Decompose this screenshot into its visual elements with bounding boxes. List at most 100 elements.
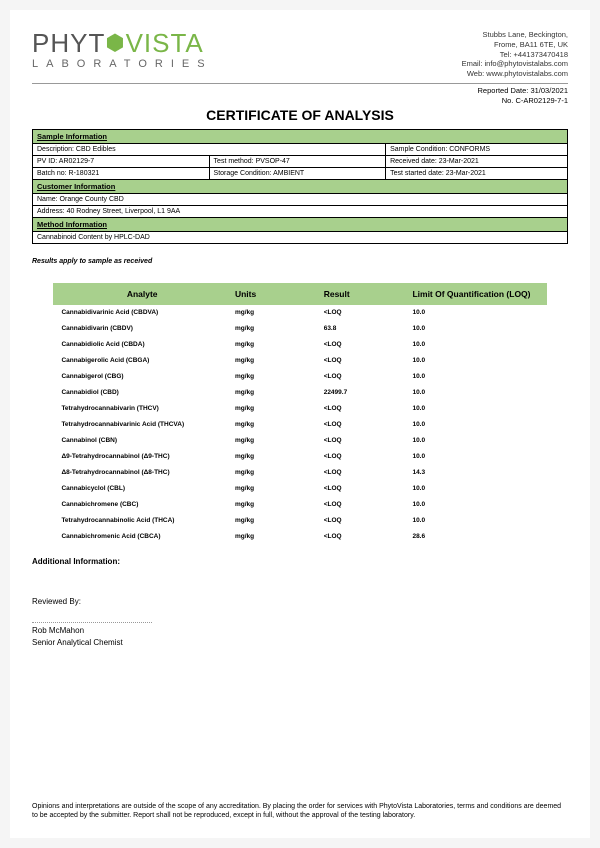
sample-condition: Sample Condition: CONFORMS xyxy=(386,144,568,156)
analyte-loq: 10.0 xyxy=(408,353,546,369)
reviewed-label: Reviewed By: xyxy=(32,596,568,607)
address-line-1: Stubbs Lane, Beckington, xyxy=(462,30,568,40)
leaf-icon: ⬢ xyxy=(105,32,125,54)
header-rule xyxy=(32,83,568,84)
analyte-result: <LOQ xyxy=(320,513,409,529)
section-sample: Sample Information xyxy=(33,130,568,144)
analyte-units: mg/kg xyxy=(231,513,320,529)
analyte-name: Cannabigerol (CBG) xyxy=(53,369,231,385)
reviewer-name: Rob McMahon xyxy=(32,625,568,636)
analyte-units: mg/kg xyxy=(231,353,320,369)
analyte-units: mg/kg xyxy=(231,417,320,433)
analyte-row: Cannabicyclol (CBL)mg/kg<LOQ10.0 xyxy=(53,481,546,497)
logo-suffix: VISTA xyxy=(126,28,204,58)
info-table: Sample Information Description: CBD Edib… xyxy=(32,129,568,244)
analyte-units: mg/kg xyxy=(231,369,320,385)
analyte-result: <LOQ xyxy=(320,337,409,353)
analyte-result: <LOQ xyxy=(320,401,409,417)
analyte-table: Analyte Units Result Limit Of Quantifica… xyxy=(53,283,546,545)
analyte-loq: 10.0 xyxy=(408,417,546,433)
analyte-loq: 14.3 xyxy=(408,465,546,481)
analyte-loq: 10.0 xyxy=(408,481,546,497)
analyte-name: Cannabidiol (CBD) xyxy=(53,385,231,401)
analyte-units: mg/kg xyxy=(231,337,320,353)
analyte-units: mg/kg xyxy=(231,529,320,545)
analyte-name: Δ8-Tetrahydrocannabinol (Δ8-THC) xyxy=(53,465,231,481)
address-line-2: Frome, BA11 6TE, UK xyxy=(462,40,568,50)
analyte-result: <LOQ xyxy=(320,417,409,433)
customer-address: Address: 40 Rodney Street, Liverpool, L1… xyxy=(33,206,568,218)
sample-description: Description: CBD Edibles xyxy=(33,144,386,156)
analyte-result: 63.8 xyxy=(320,321,409,337)
certificate-page: PHYT⬢VISTA LABORATORIES Stubbs Lane, Bec… xyxy=(10,10,590,838)
analyte-row: Tetrahydrocannabivarin (THCV)mg/kg<LOQ10… xyxy=(53,401,546,417)
section-customer: Customer Information xyxy=(33,180,568,194)
analyte-loq: 10.0 xyxy=(408,337,546,353)
analyte-loq: 10.0 xyxy=(408,497,546,513)
analyte-row: Cannabidiol (CBD)mg/kg22499.710.0 xyxy=(53,385,546,401)
page-header: PHYT⬢VISTA LABORATORIES Stubbs Lane, Bec… xyxy=(32,30,568,79)
analyte-units: mg/kg xyxy=(231,465,320,481)
reviewer-title: Senior Analytical Chemist xyxy=(32,637,568,648)
email: Email: info@phytovistalabs.com xyxy=(462,59,568,69)
storage-condition: Storage Condition: AMBIENT xyxy=(209,168,386,180)
analyte-row: Cannabidivarinic Acid (CBDVA)mg/kg<LOQ10… xyxy=(53,305,546,321)
logo-block: PHYT⬢VISTA LABORATORIES xyxy=(32,30,213,70)
analyte-name: Tetrahydrocannabinolic Acid (THCA) xyxy=(53,513,231,529)
analyte-row: Tetrahydrocannabinolic Acid (THCA)mg/kg<… xyxy=(53,513,546,529)
received-date: Received date: 23-Mar-2021 xyxy=(386,156,568,168)
analyte-name: Cannabichromenic Acid (CBCA) xyxy=(53,529,231,545)
analyte-name: Cannabichromene (CBC) xyxy=(53,497,231,513)
logo-subtitle: LABORATORIES xyxy=(32,58,213,70)
analyte-name: Δ9-Tetrahydrocannabinol (Δ9-THC) xyxy=(53,449,231,465)
batch-no: Batch no: R-180321 xyxy=(33,168,210,180)
analyte-loq: 10.0 xyxy=(408,449,546,465)
analyte-result: <LOQ xyxy=(320,529,409,545)
pv-id: PV ID: AR02129-7 xyxy=(33,156,210,168)
col-loq: Limit Of Quantification (LOQ) xyxy=(408,283,546,305)
contact-block: Stubbs Lane, Beckington, Frome, BA11 6TE… xyxy=(462,30,568,79)
analyte-row: Cannabigerol (CBG)mg/kg<LOQ10.0 xyxy=(53,369,546,385)
analyte-row: Cannabidivarin (CBDV)mg/kg63.810.0 xyxy=(53,321,546,337)
col-units: Units xyxy=(231,283,320,305)
analyte-name: Tetrahydrocannabivarin (THCV) xyxy=(53,401,231,417)
customer-name: Name: Orange County CBD xyxy=(33,194,568,206)
analyte-units: mg/kg xyxy=(231,401,320,417)
analyte-name: Cannabicyclol (CBL) xyxy=(53,481,231,497)
logo-prefix: PHYT xyxy=(32,28,105,58)
analyte-loq: 10.0 xyxy=(408,433,546,449)
tel: Tel: +441373470418 xyxy=(462,50,568,60)
analyte-loq: 10.0 xyxy=(408,321,546,337)
analyte-name: Tetrahydrocannabivarinic Acid (THCVA) xyxy=(53,417,231,433)
analyte-units: mg/kg xyxy=(231,481,320,497)
analyte-units: mg/kg xyxy=(231,321,320,337)
results-note: Results apply to sample as received xyxy=(32,258,568,265)
section-method: Method Information xyxy=(33,218,568,232)
analyte-units: mg/kg xyxy=(231,385,320,401)
web: Web: www.phytovistalabs.com xyxy=(462,69,568,79)
analyte-result: <LOQ xyxy=(320,449,409,465)
logo-main: PHYT⬢VISTA xyxy=(32,30,213,56)
analyte-name: Cannabidivarin (CBDV) xyxy=(53,321,231,337)
analyte-loq: 10.0 xyxy=(408,305,546,321)
report-meta: Reported Date: 31/03/2021 No. C-AR02129-… xyxy=(32,86,568,106)
analyte-result: <LOQ xyxy=(320,305,409,321)
analyte-loq: 28.6 xyxy=(408,529,546,545)
analyte-result: <LOQ xyxy=(320,497,409,513)
analyte-units: mg/kg xyxy=(231,305,320,321)
analyte-name: Cannabidiolic Acid (CBDA) xyxy=(53,337,231,353)
analyte-result: <LOQ xyxy=(320,465,409,481)
reviewed-block: Reviewed By: Rob McMahon Senior Analytic… xyxy=(32,596,568,648)
analyte-row: Tetrahydrocannabivarinic Acid (THCVA)mg/… xyxy=(53,417,546,433)
report-no: No. C-AR02129-7-1 xyxy=(32,96,568,106)
additional-info-label: Additional Information: xyxy=(32,557,568,566)
footer-disclaimer: Opinions and interpretations are outside… xyxy=(32,803,568,820)
analyte-row: Cannabigerolic Acid (CBGA)mg/kg<LOQ10.0 xyxy=(53,353,546,369)
col-result: Result xyxy=(320,283,409,305)
analyte-units: mg/kg xyxy=(231,497,320,513)
analyte-result: <LOQ xyxy=(320,353,409,369)
analyte-row: Δ8-Tetrahydrocannabinol (Δ8-THC)mg/kg<LO… xyxy=(53,465,546,481)
certificate-title: CERTIFICATE OF ANALYSIS xyxy=(32,107,568,123)
method-text: Cannabinoid Content by HPLC-DAD xyxy=(33,232,568,244)
analyte-result: <LOQ xyxy=(320,433,409,449)
